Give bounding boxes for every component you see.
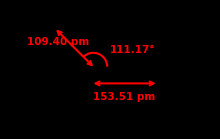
Text: 153.51 pm: 153.51 pm bbox=[94, 92, 156, 102]
Text: 109.40 pm: 109.40 pm bbox=[27, 38, 89, 48]
Text: 111.17°: 111.17° bbox=[110, 45, 156, 55]
